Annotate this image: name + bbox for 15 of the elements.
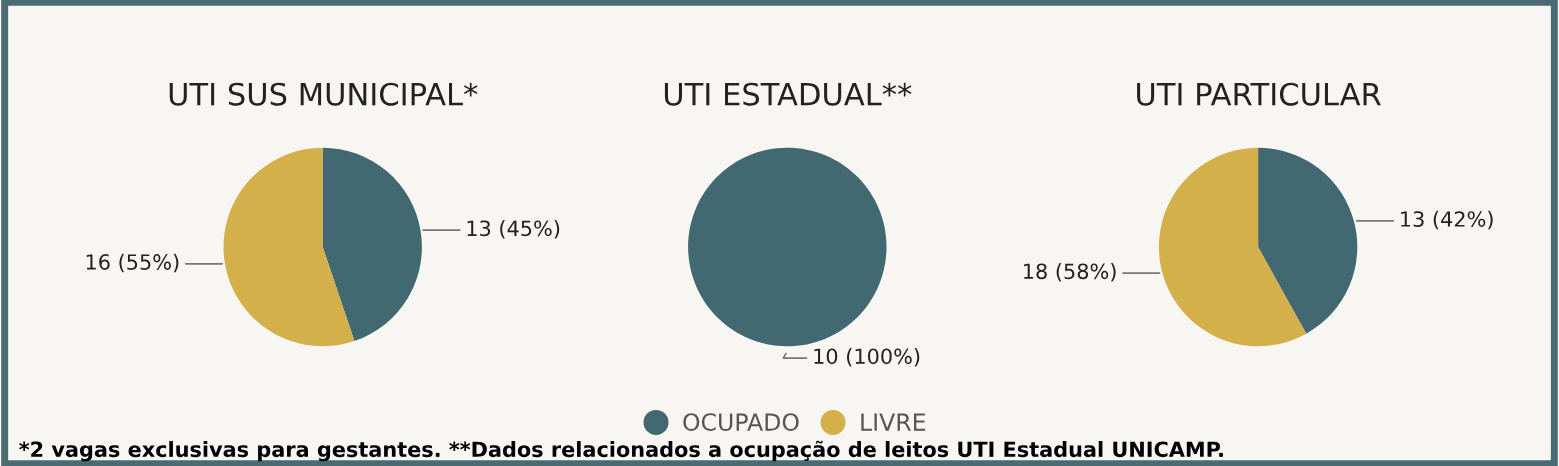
legend-label: OCUPADO <box>683 413 799 432</box>
chart-title: UTI SUS MUNICIPAL* <box>169 82 478 106</box>
data-label: 16 (55%) <box>86 253 179 273</box>
pie-slice <box>1158 147 1307 347</box>
text: *2 vagas exclusivas para gestantes. **Dados relacionados a ocupação de leitos UTI Estadual UNICAMP. <box>19 440 1223 462</box>
data-label: 13 (45%) <box>467 220 560 239</box>
pie-slice <box>223 147 355 347</box>
chart-title: UTI ESTADUAL** <box>664 82 912 106</box>
data-label: 18 (58%) <box>1024 263 1116 282</box>
pie-slice <box>322 147 422 341</box>
data-label: 10 (100%) <box>814 348 920 367</box>
chart-title: UTI PARTICULAR <box>1137 82 1381 106</box>
data-label: 13 (42%) <box>1401 210 1493 230</box>
legend-label: LIVRE <box>861 413 926 431</box>
pie-slice <box>1258 147 1358 334</box>
